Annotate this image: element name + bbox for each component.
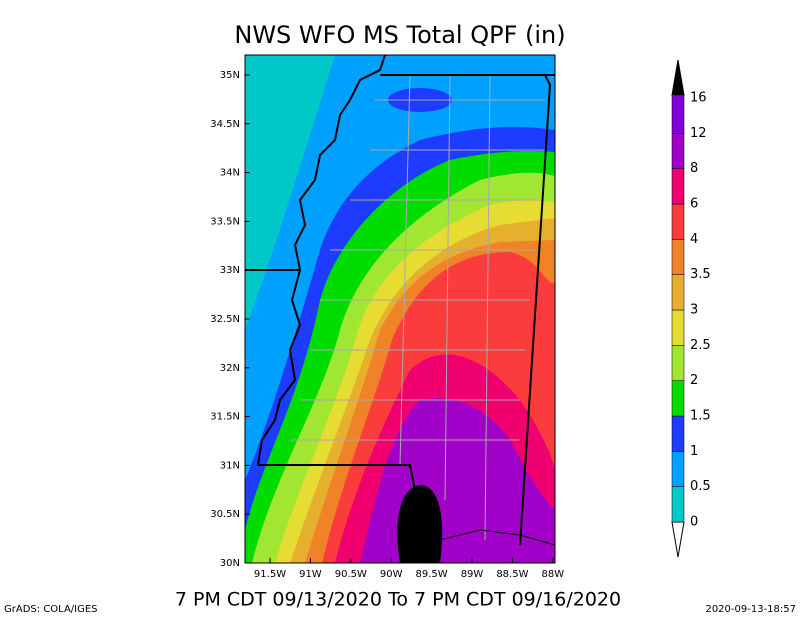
colorbar-label: 2.5 — [690, 338, 711, 353]
lat-label: 34N — [220, 168, 240, 179]
colorbar-label: 1 — [690, 444, 698, 459]
colorbar-label: 3.5 — [690, 267, 711, 282]
lat-label: 32N — [220, 363, 240, 374]
colorbar-box — [671, 309, 685, 346]
colorbar-label: 6 — [690, 197, 698, 212]
county-lines — [290, 74, 545, 541]
colorbar-label: 3 — [690, 303, 698, 318]
title: NWS WFO MS Total QPF (in) — [234, 21, 565, 49]
band-16 — [397, 485, 443, 563]
lon-label: 88.5W — [496, 569, 528, 580]
colorbar-box — [671, 239, 685, 275]
lat-label: 33N — [220, 265, 240, 276]
colorbar-label: 16 — [690, 91, 707, 106]
state-borders — [245, 55, 555, 546]
lat-label: 33.5N — [210, 216, 240, 227]
lat-label: 30N — [220, 558, 240, 569]
colorbar-box — [671, 94, 685, 134]
credit: GrADS: COLA/IGES — [4, 604, 98, 615]
colorbar-box — [671, 274, 685, 311]
colorbar-box — [671, 486, 685, 523]
colorbar-box — [671, 345, 685, 381]
lat-label: 32.5N — [210, 314, 240, 325]
lon-label: 89W — [461, 569, 484, 580]
colorbar-box — [671, 168, 685, 205]
colorbar-label: 12 — [690, 126, 707, 141]
map-frame — [244, 54, 556, 564]
colorbar-label: 8 — [690, 161, 698, 176]
subtitle: 7 PM CDT 09/13/2020 To 7 PM CDT 09/16/20… — [175, 589, 621, 611]
lat-label: 35N — [220, 70, 240, 81]
colorbar-box — [671, 415, 685, 452]
colorbar-label: 0.5 — [690, 479, 711, 494]
lon-label: 91.5W — [254, 569, 286, 580]
colorbar-label: 0 — [690, 515, 698, 530]
timestamp: 2020-09-13-18:57 — [705, 604, 796, 615]
colorbar-box — [671, 451, 685, 487]
colorbar-box — [671, 380, 685, 417]
colorbar-box — [671, 133, 685, 169]
lat-label: 31.5N — [210, 412, 240, 423]
lat-label: 34.5N — [210, 119, 240, 130]
lat-label: 30.5N — [210, 509, 240, 520]
lon-label: 90.5W — [335, 569, 367, 580]
lon-label: 89.5W — [416, 569, 448, 580]
qpf-field — [245, 55, 555, 563]
colorbar-bottom — [671, 521, 685, 558]
lat-label: 31N — [220, 460, 240, 471]
lon-label: 91W — [299, 569, 322, 580]
colorbar-label: 2 — [690, 373, 698, 388]
lon-label: 90W — [380, 569, 403, 580]
lon-label: 88W — [541, 569, 564, 580]
colorbar-label: 4 — [690, 232, 698, 247]
colorbar-label: 1.5 — [690, 409, 711, 424]
colorbar-top — [671, 59, 685, 96]
colorbar-box — [671, 203, 685, 240]
